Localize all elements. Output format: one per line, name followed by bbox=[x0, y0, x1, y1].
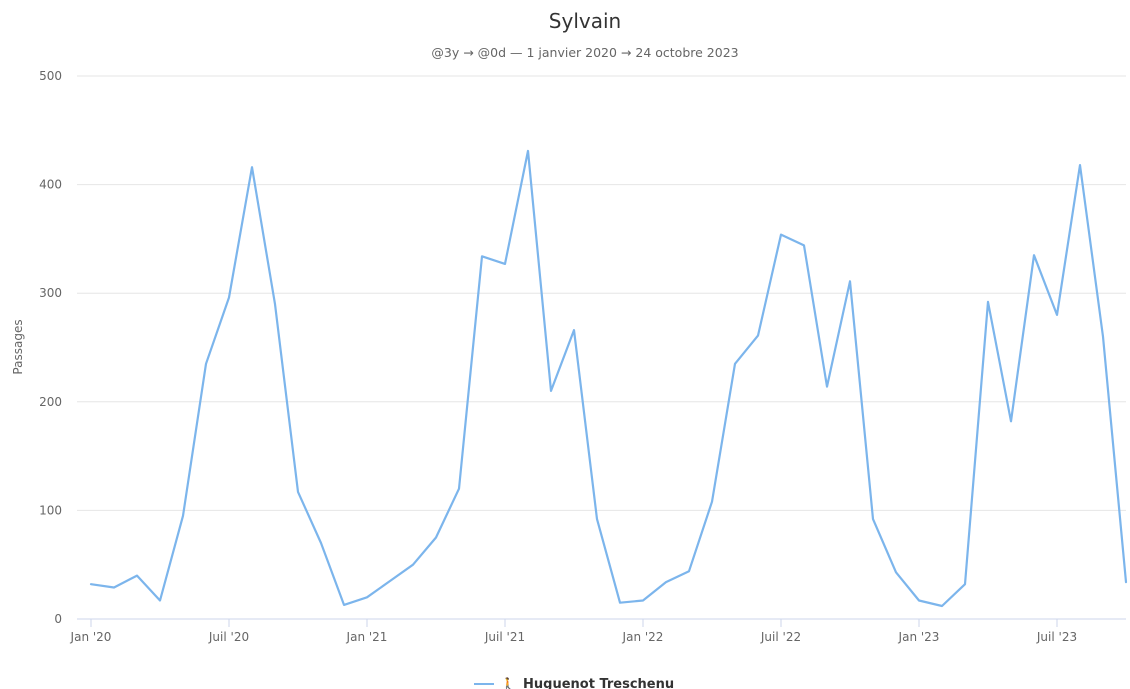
y-tick-label: 300 bbox=[39, 286, 62, 300]
x-tick-label: Jan '21 bbox=[346, 630, 388, 644]
y-tick-label: 200 bbox=[39, 395, 62, 409]
x-axis-ticks: Jan '20 Juil '20 Jan '21 Juil '21 Jan '22 Jui… bbox=[70, 619, 1077, 644]
y-tick-label: 400 bbox=[39, 178, 62, 192]
x-tick-label: Juil '23 bbox=[1036, 630, 1077, 644]
y-axis-ticks: 0 100 200 300 400 500 bbox=[39, 69, 62, 626]
gridlines bbox=[77, 75, 1126, 620]
x-tick-label: Juil '22 bbox=[760, 630, 801, 644]
legend[interactable]: 🚶 Huguenot Treschenu bbox=[474, 677, 674, 689]
x-tick-label: Jan '20 bbox=[70, 630, 112, 644]
x-tick-label: Jan '22 bbox=[622, 630, 664, 644]
y-tick-label: 100 bbox=[39, 503, 62, 517]
y-axis-title: Passages bbox=[11, 319, 25, 374]
chart-subtitle: @3y → @0d — 1 janvier 2020 → 24 octobre … bbox=[431, 45, 738, 60]
series-line bbox=[89, 149, 1128, 608]
walker-icon: 🚶 bbox=[501, 677, 516, 689]
x-tick-label: Jan '23 bbox=[898, 630, 940, 644]
x-tick-label: Juil '21 bbox=[484, 630, 525, 644]
series-layer bbox=[89, 149, 1128, 608]
y-tick-label: 500 bbox=[39, 69, 62, 83]
chart-title: Sylvain bbox=[549, 9, 621, 33]
legend-label: Huguenot Treschenu bbox=[523, 677, 674, 689]
x-tick-label: Juil '20 bbox=[208, 630, 249, 644]
y-tick-label: 0 bbox=[54, 612, 62, 626]
